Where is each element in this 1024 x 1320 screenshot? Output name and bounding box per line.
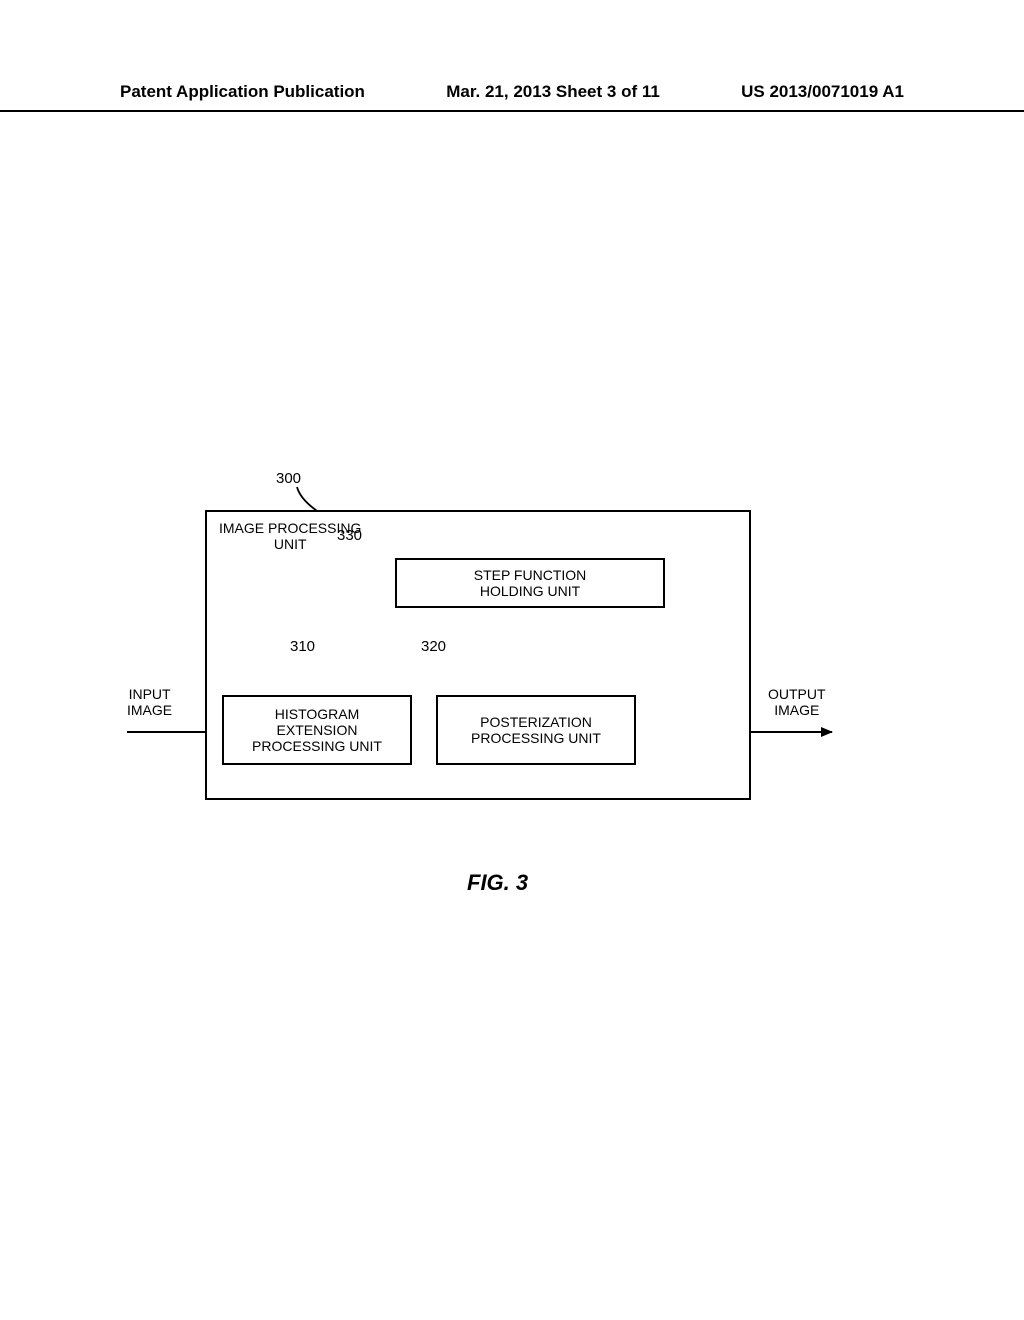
reference-330: 330 xyxy=(337,527,362,544)
reference-310: 310 xyxy=(290,638,315,655)
posterization-processing-unit-box: POSTERIZATION PROCESSING UNIT xyxy=(436,695,636,765)
figure-caption: FIG. 3 xyxy=(467,870,528,896)
figure-3-diagram: IMAGE PROCESSING UNIT STEP FUNCTION HOLD… xyxy=(0,0,1024,1320)
step-function-label: STEP FUNCTION HOLDING UNIT xyxy=(474,567,587,599)
reference-300: 300 xyxy=(276,470,301,487)
step-function-holding-unit-box: STEP FUNCTION HOLDING UNIT xyxy=(395,558,665,608)
posterization-label: POSTERIZATION PROCESSING UNIT xyxy=(471,714,601,746)
histogram-extension-processing-unit-box: HISTOGRAM EXTENSION PROCESSING UNIT xyxy=(222,695,412,765)
input-image-label: INPUT IMAGE xyxy=(127,686,172,718)
output-image-label: OUTPUT IMAGE xyxy=(768,686,826,718)
histogram-label: HISTOGRAM EXTENSION PROCESSING UNIT xyxy=(252,706,382,754)
reference-320: 320 xyxy=(421,638,446,655)
